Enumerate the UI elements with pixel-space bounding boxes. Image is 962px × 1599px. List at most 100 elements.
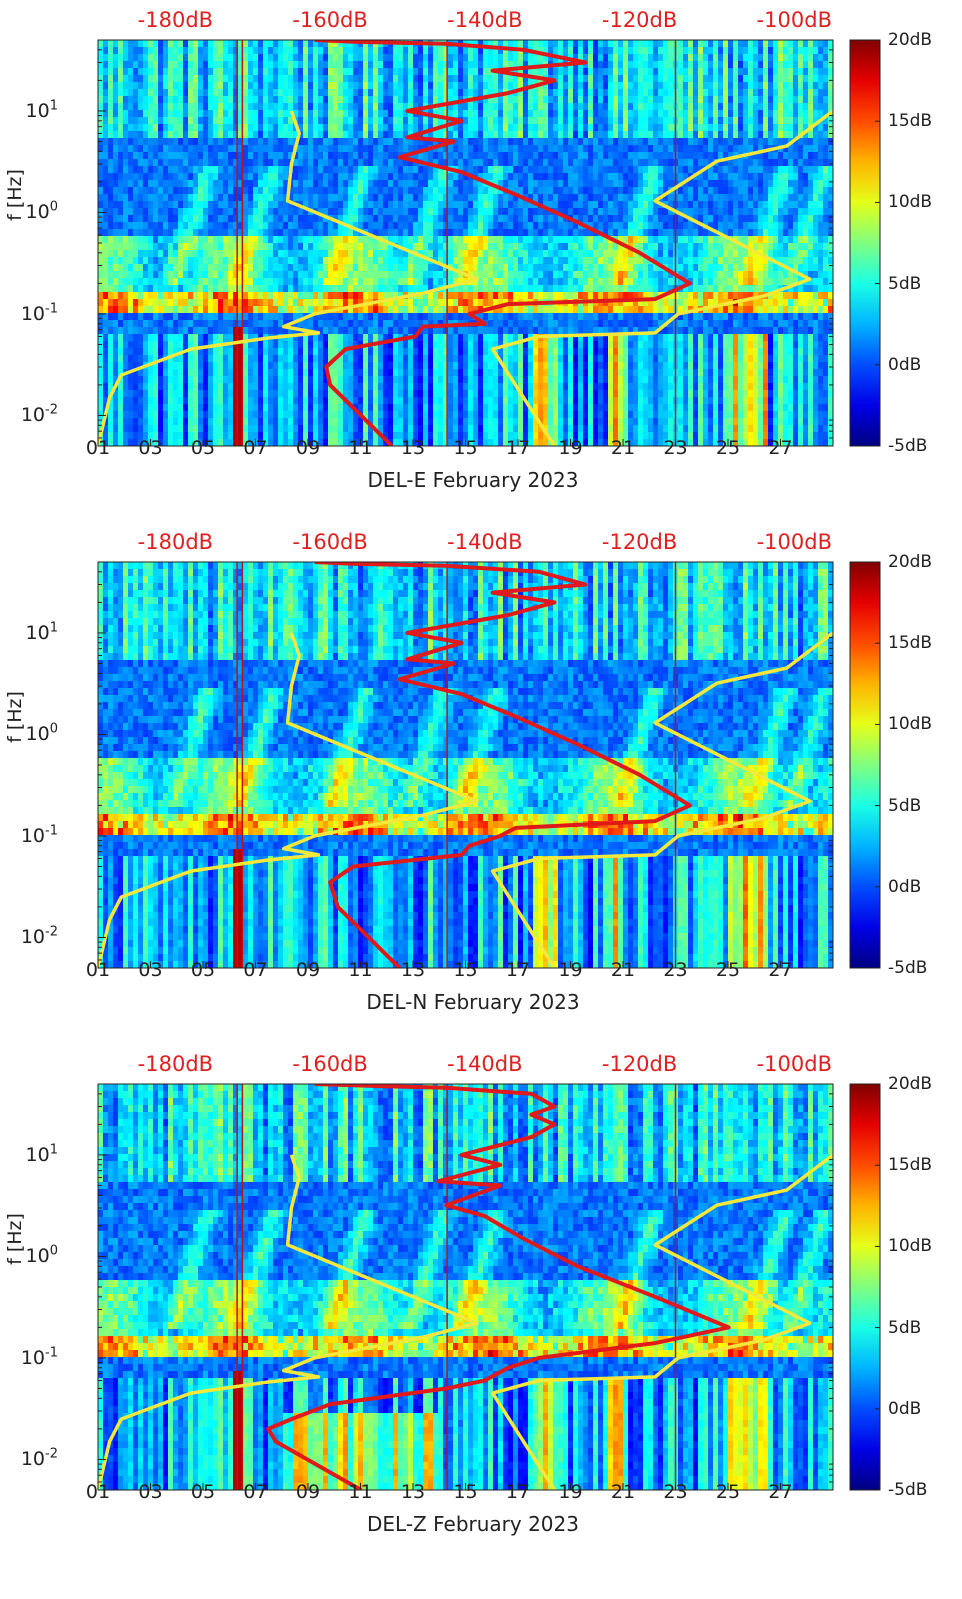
heatmap-cell: [643, 250, 649, 258]
heatmap-cell: [628, 236, 634, 244]
heatmap-cell: [538, 96, 544, 104]
heatmap-cell: [573, 257, 579, 265]
heatmap-cell: [353, 257, 359, 265]
heatmap-cell: [733, 257, 739, 265]
heatmap-cell: [653, 131, 659, 139]
heatmap-cell: [473, 68, 479, 76]
heatmap-cell: [393, 54, 399, 62]
heatmap-cell: [463, 250, 469, 258]
heatmap-cell: [418, 138, 424, 146]
heatmap-cell: [798, 208, 804, 216]
heatmap-cell: [698, 159, 704, 167]
heatmap-cell: [443, 243, 449, 251]
heatmap-cell: [233, 173, 239, 181]
heatmap-cell: [518, 61, 524, 69]
heatmap-cell: [748, 236, 754, 244]
heatmap-cell: [678, 236, 684, 244]
heatmap-cell: [393, 103, 399, 111]
heatmap-cell: [538, 236, 544, 244]
heatmap-cell: [618, 103, 624, 111]
heatmap-cell: [393, 138, 399, 146]
heatmap-cell: [718, 89, 724, 97]
heatmap-cell: [408, 173, 414, 181]
heatmap-cell: [388, 138, 394, 146]
heatmap-cell: [238, 124, 244, 132]
heatmap-cell: [738, 54, 744, 62]
heatmap-cell: [493, 145, 499, 153]
heatmap-cell: [238, 82, 244, 90]
heatmap-cell: [783, 54, 789, 62]
heatmap-cell: [598, 222, 604, 230]
heatmap-cell: [388, 229, 394, 237]
heatmap-cell: [743, 236, 749, 244]
heatmap-cell: [243, 222, 249, 230]
heatmap-cell: [478, 61, 484, 69]
heatmap-cell: [573, 124, 579, 132]
heatmap-cell: [343, 159, 349, 167]
heatmap-cell: [703, 40, 709, 48]
heatmap-cell: [363, 236, 369, 244]
heatmap-cell: [283, 61, 289, 69]
heatmap-cell: [148, 159, 154, 167]
heatmap-cell: [478, 68, 484, 76]
heatmap-cell: [513, 96, 519, 104]
heatmap-cell: [388, 208, 394, 216]
heatmap-cell: [448, 75, 454, 83]
heatmap-cell: [238, 138, 244, 146]
heatmap-cell: [233, 229, 239, 237]
heatmap-cell: [598, 110, 604, 118]
heatmap-cell: [773, 194, 779, 202]
heatmap-cell: [708, 124, 714, 132]
heatmap-cell: [618, 173, 624, 181]
heatmap-cell: [98, 194, 104, 202]
heatmap-cell: [383, 103, 389, 111]
heatmap-cell: [818, 75, 824, 83]
heatmap-cell: [758, 208, 764, 216]
heatmap-cell: [128, 208, 134, 216]
heatmap-cell: [793, 152, 799, 160]
heatmap-cell: [498, 54, 504, 62]
heatmap-cell: [753, 89, 759, 97]
heatmap-cell: [588, 75, 594, 83]
heatmap-cell: [378, 187, 384, 195]
heatmap-cell: [288, 89, 294, 97]
heatmap-cell: [623, 201, 629, 209]
heatmap-cell: [483, 229, 489, 237]
heatmap-cell: [593, 264, 599, 272]
heatmap-cell: [178, 110, 184, 118]
heatmap-cell: [738, 257, 744, 265]
heatmap-cell: [708, 250, 714, 258]
heatmap-cell: [603, 103, 609, 111]
heatmap-cell: [273, 75, 279, 83]
heatmap-cell: [618, 61, 624, 69]
heatmap-cell: [203, 131, 209, 139]
heatmap-cell: [633, 180, 639, 188]
heatmap-cell: [758, 194, 764, 202]
heatmap-cell: [773, 152, 779, 160]
heatmap-cell: [723, 138, 729, 146]
heatmap-cell: [378, 124, 384, 132]
heatmap-cell: [478, 117, 484, 125]
heatmap-cell: [198, 82, 204, 90]
heatmap-cell: [503, 54, 509, 62]
heatmap-cell: [308, 222, 314, 230]
heatmap-cell: [368, 215, 374, 223]
heatmap-cell: [143, 264, 149, 272]
heatmap-cell: [418, 96, 424, 104]
heatmap-cell: [168, 236, 174, 244]
heatmap-cell: [538, 54, 544, 62]
heatmap-cell: [528, 40, 534, 48]
heatmap-cell: [193, 222, 199, 230]
heatmap-cell: [808, 166, 814, 174]
heatmap-cell: [313, 124, 319, 132]
heatmap-cell: [218, 236, 224, 244]
heatmap-cell: [228, 208, 234, 216]
heatmap-cell: [558, 82, 564, 90]
heatmap-cell: [643, 61, 649, 69]
heatmap-cell: [713, 215, 719, 223]
heatmap-cell: [503, 40, 509, 48]
heatmap-cell: [123, 180, 129, 188]
heatmap-cell: [178, 243, 184, 251]
heatmap-cell: [408, 124, 414, 132]
heatmap-cell: [393, 194, 399, 202]
